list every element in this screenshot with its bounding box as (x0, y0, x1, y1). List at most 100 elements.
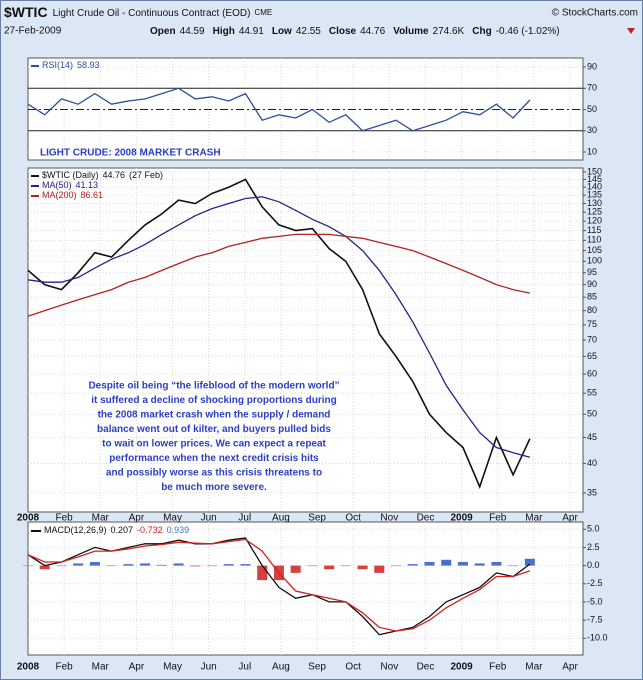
y-tick-label: 35 (587, 487, 597, 497)
plots: 90 70 50 30 10 RSI(14) 58.93 150145140135130125… (22, 57, 608, 656)
x-tick-label: Feb (56, 513, 74, 524)
quote-label: High (213, 26, 235, 37)
y-tick-label: 40 (587, 458, 597, 468)
histogram-bar (206, 565, 218, 567)
histogram-bar (457, 561, 468, 566)
quotes: Open 44.59 High 44.91 Low 42.55 Close 44.76 Volu… (150, 26, 560, 37)
histogram-bar (424, 561, 435, 566)
y-tick-label: 0.0 (587, 560, 600, 570)
legend: MACD(12,26,9) 0.207 -0.732 0.939 (44, 525, 189, 535)
histogram-bar (22, 565, 34, 567)
x-tick-label: Mar (92, 662, 110, 673)
legend-name: MA(50) (42, 180, 72, 190)
header-line: $WTIC Light Crude Oil - Continuous Contra… (4, 4, 272, 20)
source: © StockCharts.com (552, 8, 638, 19)
y-tick-label: 75 (587, 319, 597, 329)
histogram-bar (190, 565, 201, 567)
y-tick-label: 50 (587, 104, 597, 114)
x-tick-label: Aug (272, 513, 290, 524)
x-tick-label: Oct (345, 662, 361, 673)
legend-value: 86.61 (81, 190, 104, 200)
annotation: balance went out of kilter, and buyers p… (97, 424, 331, 435)
x-tick-label: Apr (129, 513, 145, 524)
series-line (27, 233, 531, 317)
histogram-bar (173, 563, 184, 566)
y-tick-label: 50 (587, 409, 597, 419)
legend: MA(50) 41.13 (42, 180, 98, 190)
x-tick-label: 2009 (450, 513, 473, 524)
y-tick-label: 10 (587, 146, 597, 156)
histogram-bar (39, 565, 50, 570)
y-tick-label: 90 (587, 61, 597, 71)
histogram-bar (123, 564, 134, 566)
histogram-bar (407, 564, 418, 566)
x-tick-label: Nov (380, 662, 398, 673)
histogram-bar (89, 561, 100, 566)
y-tick-label: 100 (587, 256, 602, 266)
legend-value: 0.939 (167, 525, 190, 535)
legend: $WTIC (Daily) 44.76 (27 Feb) (42, 170, 163, 180)
x-tick-label: 2008 (17, 662, 40, 673)
series-line (27, 196, 531, 458)
y-tick-label: -5.0 (587, 596, 603, 606)
y-tick-label: -2.5 (587, 578, 603, 588)
y-tick-label: 55 (587, 388, 597, 398)
y-tick-label: 150 (587, 166, 602, 176)
histogram-bar (524, 558, 535, 566)
legend-value: 44.76 (103, 170, 126, 180)
y-tick-label: 95 (587, 267, 597, 277)
y-tick-label: 70 (587, 83, 597, 93)
histogram-bar (290, 565, 301, 573)
y-tick-label: 140 (587, 182, 602, 192)
annotation: the 2008 market crash when the supply / … (98, 410, 331, 421)
annotation: Despite oil being “the lifeblood of the … (88, 381, 339, 392)
annotation: it suffered a decline of shocking propor… (91, 395, 337, 406)
histogram-bar (106, 565, 117, 567)
histogram-bar (374, 565, 385, 573)
quote-label: Close (329, 26, 357, 37)
y-tick-label: 120 (587, 216, 602, 226)
histogram-bar (307, 565, 318, 567)
histogram-bar (474, 563, 485, 566)
x-tick-label: 2008 (17, 513, 40, 524)
x-tick-label: Aug (272, 662, 290, 673)
histogram-bar (324, 565, 335, 570)
date: 27-Feb-2009 (4, 26, 62, 37)
histogram-bar (156, 564, 167, 566)
quote-value: 274.6K (433, 26, 465, 37)
y-tick-label: 30 (587, 125, 597, 135)
x-tick-label: Feb (56, 662, 74, 673)
symbol: $WTIC (4, 4, 48, 20)
y-tick-label: 80 (587, 305, 597, 315)
series-line (27, 178, 531, 489)
legend-value: 0.207 (111, 525, 134, 535)
legend-date: (27 Feb) (129, 170, 163, 180)
x-tick-label: Jul (238, 662, 251, 673)
y-tick-label: 5.0 (587, 524, 600, 534)
histogram-bar (73, 563, 84, 566)
quote-label: Open (150, 26, 176, 37)
histogram-bar (491, 561, 502, 566)
y-tick-label: 60 (587, 368, 597, 378)
histogram-bar (340, 565, 351, 567)
histogram-bar (257, 565, 268, 581)
quote-value: 44.59 (180, 26, 205, 37)
exchange: CME (254, 8, 272, 17)
quote-label: Chg (472, 26, 491, 37)
x-tick-label: Jun (201, 662, 217, 673)
x-tick-label: Apr (562, 513, 578, 524)
y-tick-label: 85 (587, 292, 597, 302)
legend-name: $WTIC (Daily) (42, 170, 99, 180)
x-tick-label: Sep (308, 513, 326, 524)
down-arrow (627, 28, 635, 34)
histogram-bar (223, 564, 234, 566)
y-tick-label: 130 (587, 198, 602, 208)
x-tick-label: Oct (345, 513, 361, 524)
y-tick-label: -7.5 (587, 614, 603, 624)
legend-name: MA(200) (42, 190, 77, 200)
y-tick-label: 145 (587, 174, 602, 184)
annotation: and possibly worse as this crisis threat… (106, 468, 322, 479)
y-tick-label: 125 (587, 207, 602, 217)
x-tick-label: Dec (417, 662, 435, 673)
